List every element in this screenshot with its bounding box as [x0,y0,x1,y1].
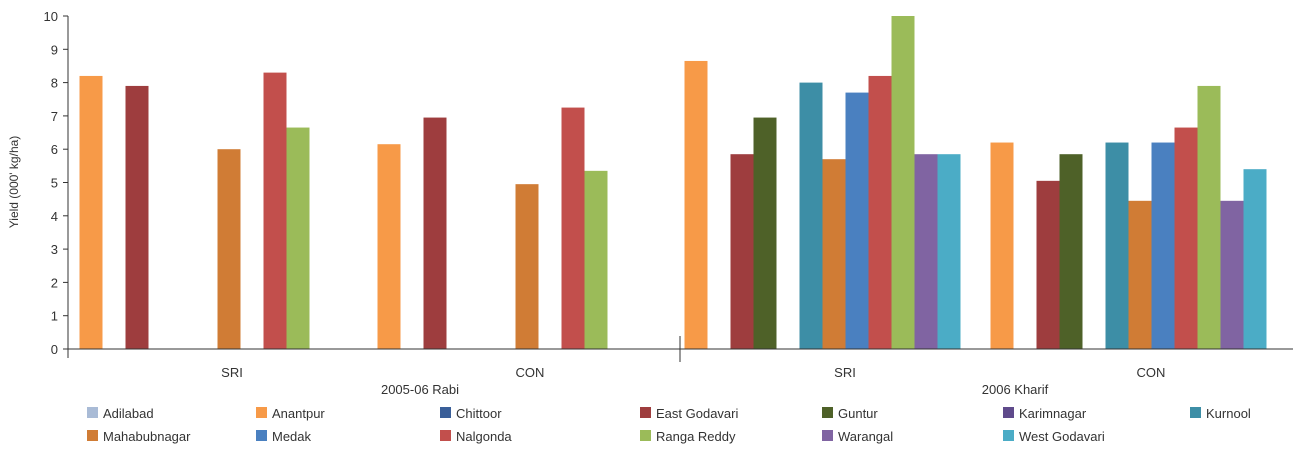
bar [891,16,915,349]
bar [1105,142,1129,349]
bar [845,92,869,349]
legend-swatch [1190,407,1201,418]
x-group-label: 2005-06 Rabi [381,382,459,397]
legend-swatch [1003,430,1014,441]
legend-item: Warangal [822,429,893,444]
bar [515,184,539,349]
x-tick-label: CON [516,365,545,380]
legend-item: East Godavari [640,406,738,421]
bar [1128,200,1152,349]
y-axis: 0 1 2 3 4 5 6 7 8 9 10 [44,9,69,358]
y-tick-label: 8 [51,76,58,91]
bar [1197,85,1221,350]
bar [584,170,608,349]
bar [822,159,846,349]
bar [868,75,892,349]
x-axis: SRI CON SRI CON 2005-06 Rabi 2006 Kharif [68,336,1293,397]
bar [730,154,754,349]
bar [1174,127,1198,350]
legend-swatch [822,430,833,441]
legend-swatch [1003,407,1014,418]
legend-label: Mahabubnagar [103,429,191,444]
legend-swatch [640,430,651,441]
x-tick-label: SRI [834,365,856,380]
legend-swatch [256,407,267,418]
y-tick-label: 1 [51,309,58,324]
legend-item: Karimnagar [1003,406,1087,421]
legend-item: Nalgonda [440,429,512,444]
legend-label: Anantpur [272,406,325,421]
x-tick-label: SRI [221,365,243,380]
legend-label: Guntur [838,406,878,421]
legend-swatch [256,430,267,441]
bar [799,82,823,349]
bar [753,117,777,349]
legend-label: Ranga Reddy [656,429,736,444]
legend-item: Ranga Reddy [640,429,736,444]
bar [1036,180,1060,349]
y-tick-label: 3 [51,242,58,257]
legend-label: Adilabad [103,406,154,421]
legend-swatch [640,407,651,418]
y-tick-label: 10 [44,9,58,24]
y-tick-label: 4 [51,209,58,224]
legend-item: Kurnool [1190,406,1251,421]
bar [423,117,447,349]
x-group-label: 2006 Kharif [982,382,1049,397]
y-axis-title: Yield (000' kg/ha) [7,136,21,229]
y-tick-label: 2 [51,275,58,290]
bar [1220,200,1244,349]
legend-item: Chittoor [440,406,502,421]
legend-label: Warangal [838,429,893,444]
legend-swatch [440,430,451,441]
legend-item: Anantpur [256,406,325,421]
legend-item: Adilabad [87,406,154,421]
legend: Adilabad Anantpur Chittoor East Godavari Gun… [87,406,1251,444]
legend-label: East Godavari [656,406,738,421]
bar [217,149,241,349]
legend-label: Kurnool [1206,406,1251,421]
y-tick-label: 5 [51,176,58,191]
legend-item: Guntur [822,406,878,421]
legend-item: Medak [256,429,312,444]
bar [990,142,1014,349]
y-tick-label: 7 [51,109,58,124]
x-tick-label: CON [1137,365,1166,380]
bar [1243,169,1267,349]
legend-swatch [822,407,833,418]
legend-swatch [87,430,98,441]
bar [684,60,708,350]
bar [79,75,103,349]
legend-item: Mahabubnagar [87,429,191,444]
bar [937,154,961,349]
y-tick-label: 0 [51,342,58,357]
bar [286,127,310,350]
bar [914,154,938,349]
bar [561,107,585,349]
y-tick-label: 9 [51,42,58,57]
legend-label: Karimnagar [1019,406,1087,421]
legend-label: Medak [272,429,312,444]
bar [263,72,287,350]
bar [377,144,401,349]
bar [1151,142,1175,349]
legend-swatch [87,407,98,418]
bar [1059,154,1083,349]
bars [79,16,1267,350]
bar [125,85,149,350]
legend-swatch [440,407,451,418]
legend-label: West Godavari [1019,429,1105,444]
legend-item: West Godavari [1003,429,1105,444]
legend-label: Nalgonda [456,429,512,444]
y-tick-label: 6 [51,142,58,157]
legend-label: Chittoor [456,406,502,421]
